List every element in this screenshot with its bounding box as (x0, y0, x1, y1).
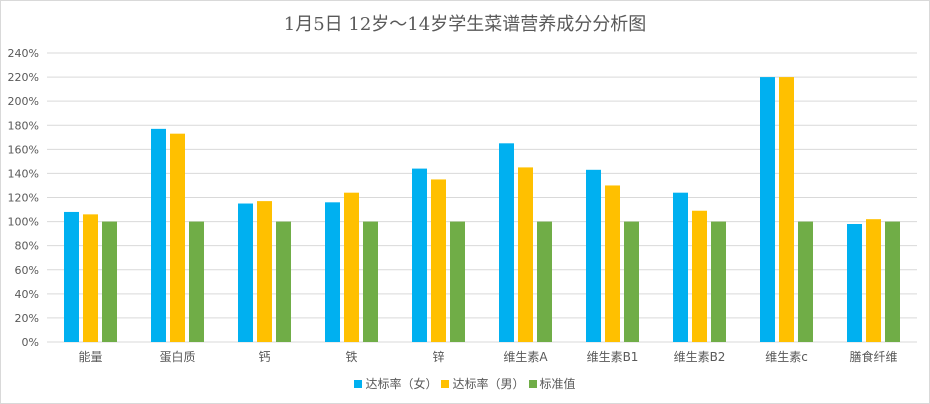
legend: 达标率（女） 达标率（男） 标准值 (1, 375, 929, 392)
bar (257, 201, 272, 342)
bar (866, 219, 881, 342)
legend-item: 标准值 (528, 375, 576, 392)
legend-label: 达标率（女） (365, 377, 438, 391)
x-category-label: 维生素A (503, 350, 548, 364)
x-category-label: 锌 (432, 350, 444, 364)
bar (64, 211, 79, 342)
bar (325, 202, 340, 342)
bar (779, 77, 794, 342)
chart-title: 1月5日 12岁～14岁学生菜谱营养成分分析图 (283, 14, 647, 35)
legend-item: 达标率（女） (354, 375, 437, 392)
bars (64, 77, 900, 342)
x-category-label: 能量 (78, 350, 102, 364)
bar (586, 169, 601, 342)
bar (692, 210, 707, 342)
x-category-label: 维生素B1 (587, 350, 639, 364)
legend-swatch (441, 380, 450, 388)
x-category-label: 蛋白质 (159, 349, 195, 364)
bar (431, 179, 446, 342)
y-tick-label: 80% (15, 240, 39, 253)
y-tick-label: 100% (8, 216, 39, 229)
y-tick-label: 60% (15, 264, 39, 277)
x-axis-categories: 能量 蛋白质 钙 铁 锌 维生素A 维生素B1 维生素B2 维生素c 膳食纤维 (78, 349, 897, 364)
bar (760, 77, 775, 342)
y-tick-label: 240% (8, 47, 39, 60)
x-category-label: 钙 (258, 350, 270, 364)
legend-swatch (528, 380, 537, 388)
y-tick-label: 160% (8, 143, 39, 156)
x-category-label: 铁 (345, 350, 357, 364)
y-tick-label: 220% (8, 71, 39, 84)
bar (170, 133, 185, 342)
bar (499, 143, 514, 342)
bar (798, 221, 813, 342)
bar (537, 221, 552, 342)
legend-label: 标准值 (539, 377, 576, 391)
bar (605, 185, 620, 342)
legend-swatch (354, 380, 363, 388)
legend-label: 达标率（男） (452, 377, 525, 391)
y-tick-label: 200% (8, 95, 39, 108)
bar (885, 221, 900, 342)
y-tick-label: 20% (15, 312, 39, 325)
bar (847, 223, 862, 342)
y-tick-label: 40% (15, 288, 39, 301)
bar (102, 221, 117, 342)
x-category-label: 膳食纤维 (849, 349, 897, 364)
bar (83, 214, 98, 342)
bar (363, 221, 378, 342)
bar (276, 221, 291, 342)
bar (450, 221, 465, 342)
bar (151, 128, 166, 342)
bar (518, 167, 533, 342)
bar (711, 221, 726, 342)
x-category-label: 维生素B2 (674, 350, 726, 364)
bar (673, 192, 688, 342)
legend-item: 达标率（男） (441, 375, 525, 392)
y-tick-label: 140% (8, 167, 39, 180)
y-tick-label: 180% (8, 119, 39, 132)
y-tick-label: 0% (22, 336, 39, 349)
bar (189, 221, 204, 342)
y-axis-ticks: 0% 20% 40% 60% 80% 100% 120% 140% 160% 180% 200% 22… (8, 47, 39, 349)
y-tick-label: 120% (8, 192, 39, 205)
bar (238, 203, 253, 342)
bar (624, 221, 639, 342)
bar (412, 168, 427, 342)
bar (344, 192, 359, 342)
x-category-label: 维生素c (765, 350, 808, 364)
